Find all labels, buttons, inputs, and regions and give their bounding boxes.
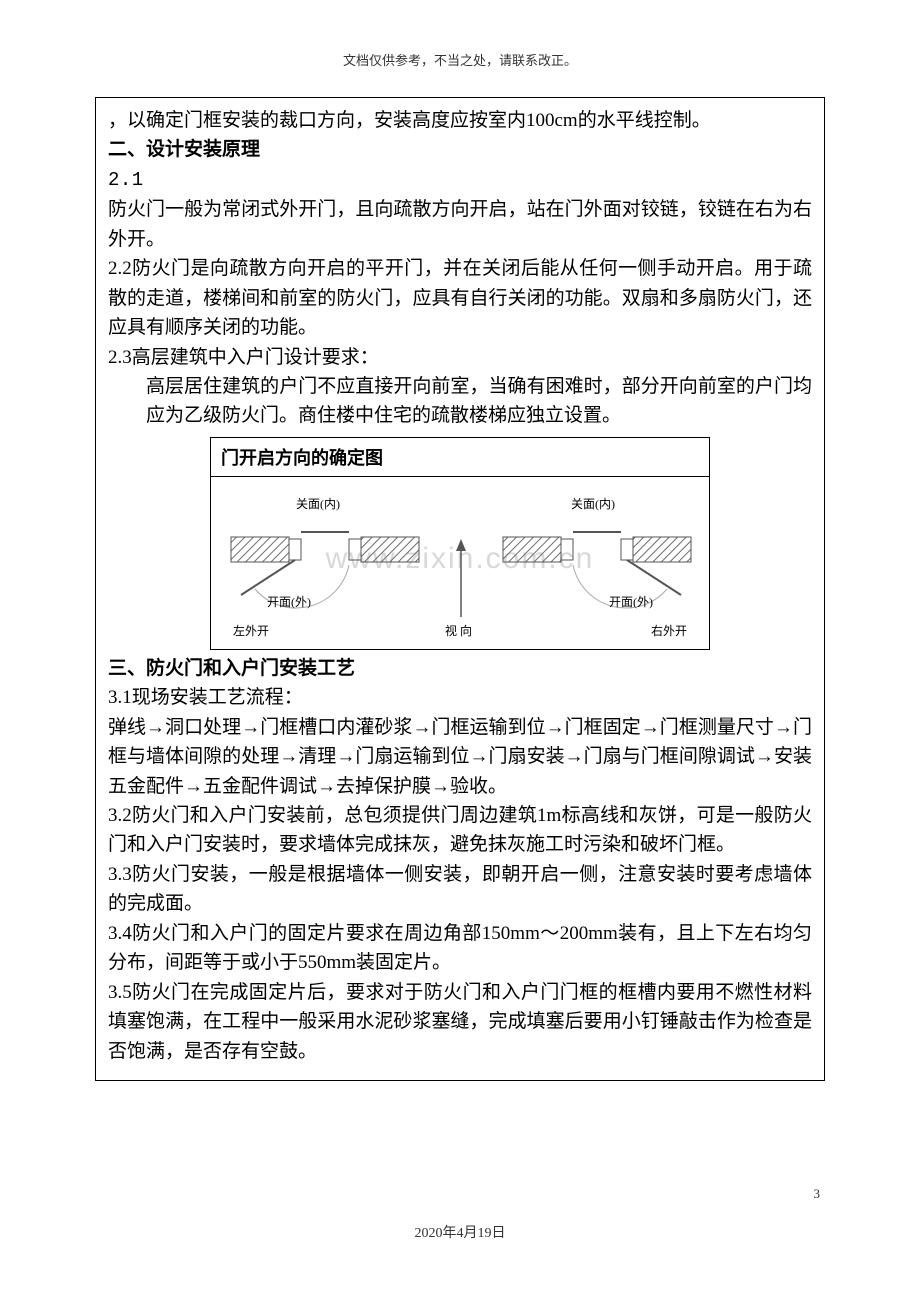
page-number: 3 — [814, 1186, 821, 1202]
section-heading-3: 三、防火门和入户门安装工艺 — [108, 654, 812, 683]
header-note: 文档仅供参考，不当之处，请联系改正。 — [95, 50, 825, 69]
door-direction-diagram: 门开启方向的确定图 www.zixin.com.cn — [210, 437, 710, 650]
content-border: ，以确定门框安装的裁口方向，安装高度应按室内100cm的水平线控制。 二、设计安… — [95, 97, 825, 1081]
paragraph: 3.4防火门和入户门的固定片要求在周边角部150mm～200mm装有，且上下左右… — [108, 919, 812, 978]
diagram-container: 门开启方向的确定图 www.zixin.com.cn — [108, 437, 812, 650]
diagram-label-rightopen: 右外开 — [651, 622, 687, 639]
paragraph: 弹线→洞口处理→门框槽口内灌砂浆→门框运输到位→门框固定→门框测量尺寸→门框与墙… — [108, 713, 812, 801]
paragraph: 3.3防火门安装，一般是根据墙体一侧安装，即朝开启一侧，注意安装时要考虑墙体的完… — [108, 860, 812, 919]
diagram-label-view: 视 向 — [445, 622, 472, 639]
paragraph-indent: 高层居住建筑的户门不应直接开向前室，当确有困难时，部分开向前室的户门均应为乙级防… — [108, 372, 812, 431]
diagram-label-close-right: 关面(内) — [571, 495, 615, 512]
item-number: 2.1 — [108, 169, 144, 191]
paragraph: 2.2防火门是向疏散方向开启的平开门，并在关闭后能从任何一侧手动开启。用于疏散的… — [108, 254, 812, 342]
diagram-title-bar: 门开启方向的确定图 — [211, 438, 709, 477]
paragraph: 3.2防火门和入户门安装前，总包须提供门周边建筑1m标高线和灰饼，可是一般防火门… — [108, 801, 812, 860]
paragraph: 防火门一般为常闭式外开门，且向疏散方向开启，站在门外面对铰链，铰链在右为右外开。 — [108, 195, 812, 254]
diagram-label-close-left: 关面(内) — [296, 495, 340, 512]
paragraph: 3.5防火门在完成固定片后，要求对于防火门和入户门门框的框槽内要用不燃性材料填塞… — [108, 978, 812, 1066]
paragraph: 3.1现场安装工艺流程： — [108, 683, 812, 712]
diagram-title: 门开启方向的确定图 — [221, 448, 383, 468]
section-heading-2: 二、设计安装原理 — [108, 135, 812, 164]
diagram-label-open-right: 开面(外) — [609, 593, 653, 610]
diagram-body: www.zixin.com.cn — [211, 477, 709, 649]
paragraph: 2.3高层建筑中入户门设计要求： — [108, 343, 812, 372]
footer-date: 2020年4月19日 — [0, 1222, 920, 1242]
diagram-label-leftopen: 左外开 — [233, 622, 269, 639]
diagram-label-open-left: 开面(外) — [267, 593, 311, 610]
paragraph: ，以确定门框安装的裁口方向，安装高度应按室内100cm的水平线控制。 — [108, 106, 812, 135]
document-page: 文档仅供参考，不当之处，请联系改正。 ，以确定门框安装的裁口方向，安装高度应按室… — [0, 0, 920, 1302]
